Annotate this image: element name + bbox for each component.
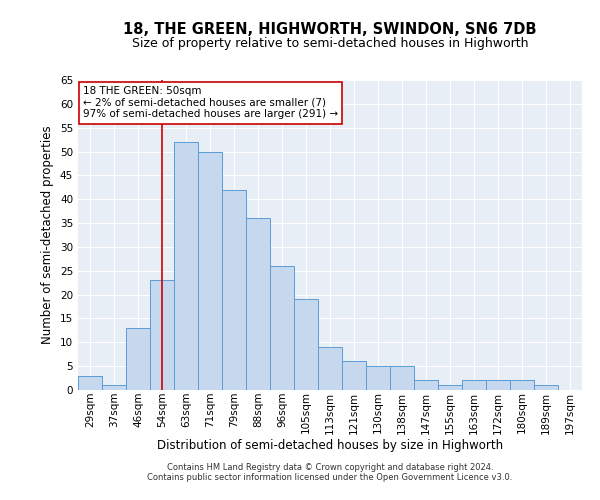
Bar: [486, 380, 510, 390]
Text: 18, THE GREEN, HIGHWORTH, SWINDON, SN6 7DB: 18, THE GREEN, HIGHWORTH, SWINDON, SN6 7…: [123, 22, 537, 38]
Y-axis label: Number of semi-detached properties: Number of semi-detached properties: [41, 126, 55, 344]
Bar: [366, 366, 390, 390]
Text: Size of property relative to semi-detached houses in Highworth: Size of property relative to semi-detach…: [132, 38, 528, 51]
Text: Contains HM Land Registry data © Crown copyright and database right 2024.
Contai: Contains HM Land Registry data © Crown c…: [148, 463, 512, 482]
Bar: [198, 152, 222, 390]
Bar: [246, 218, 270, 390]
Bar: [270, 266, 294, 390]
Bar: [462, 380, 486, 390]
Bar: [414, 380, 438, 390]
X-axis label: Distribution of semi-detached houses by size in Highworth: Distribution of semi-detached houses by …: [157, 439, 503, 452]
Bar: [150, 280, 174, 390]
Bar: [102, 385, 126, 390]
Bar: [438, 385, 462, 390]
Bar: [510, 380, 534, 390]
Bar: [534, 385, 558, 390]
Bar: [78, 376, 102, 390]
Text: 18 THE GREEN: 50sqm
← 2% of semi-detached houses are smaller (7)
97% of semi-det: 18 THE GREEN: 50sqm ← 2% of semi-detache…: [83, 86, 338, 120]
Bar: [126, 328, 150, 390]
Bar: [174, 142, 198, 390]
Bar: [294, 300, 318, 390]
Bar: [342, 362, 366, 390]
Bar: [222, 190, 246, 390]
Bar: [318, 347, 342, 390]
Bar: [390, 366, 414, 390]
